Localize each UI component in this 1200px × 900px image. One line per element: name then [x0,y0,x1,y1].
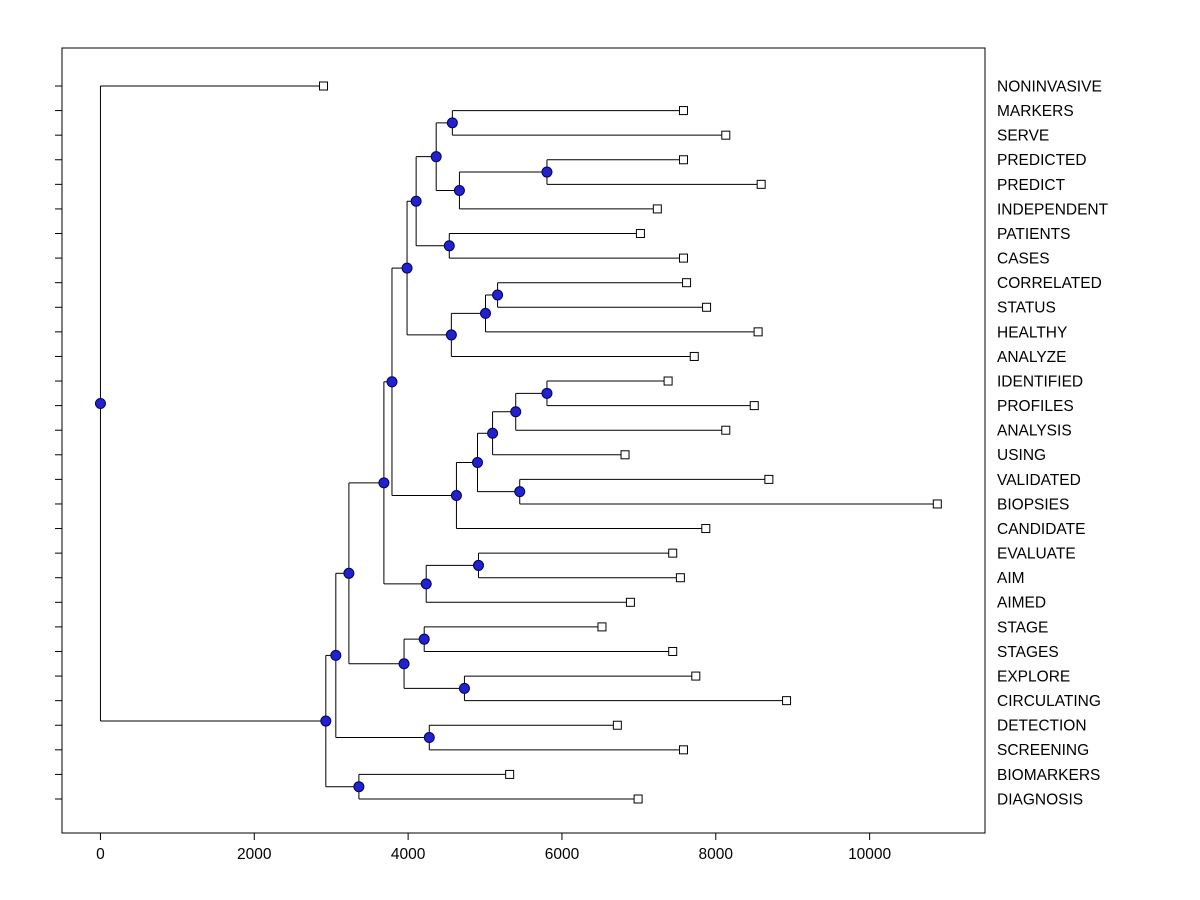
x-axis-tick-label: 4000 [391,846,426,863]
plot-box [61,47,986,834]
internal-node-marker [446,117,458,129]
leaf-label: SCREENING [997,742,1089,759]
leaf-marker [652,204,662,214]
internal-node-marker [541,387,553,399]
leaf-marker [597,622,607,632]
leaf-label: CANDIDATE [997,521,1085,538]
leaf-label: BIOMARKERS [997,767,1100,784]
leaf-label: AIM [997,570,1025,587]
internal-node-marker [410,195,422,207]
leaf-marker [668,646,678,656]
internal-node-marker [450,490,462,502]
leaf-marker [753,327,763,337]
leaf-label: CASES [997,251,1050,268]
internal-node-marker [487,427,499,439]
leaf-marker [678,745,688,755]
leaf-marker [691,671,701,681]
internal-node-marker [472,456,484,468]
leaf-marker [625,597,635,607]
internal-node-marker [480,307,492,319]
leaf-marker [675,573,685,583]
leaf-label: IDENTIFIED [997,373,1083,390]
leaf-label: EXPLORE [997,668,1070,685]
leaf-label: HEALTHY [997,324,1067,341]
internal-node-marker [398,658,410,670]
internal-node-marker [94,398,106,410]
leaf-label: PREDICT [997,177,1066,194]
internal-node-marker [514,486,526,498]
leaf-label: INDEPENDENT [997,201,1109,218]
internal-node-marker [492,289,504,301]
leaf-marker [678,155,688,165]
leaf-label: NONINVASIVE [997,78,1102,95]
leaf-marker [932,499,942,509]
internal-node-marker [423,732,435,744]
internal-node-marker [353,781,365,793]
x-axis-tick-label: 8000 [699,846,734,863]
leaf-marker [612,720,622,730]
x-axis-tick-label: 10000 [848,846,891,863]
leaf-label: DETECTION [997,718,1087,735]
leaf-label: PROFILES [997,398,1074,415]
leaf-label: ANALYZE [997,349,1067,366]
leaf-label: CIRCULATING [997,693,1101,710]
leaf-marker [721,425,731,435]
leaf-marker [668,548,678,558]
internal-node-marker [473,559,485,571]
internal-node-marker [430,151,442,163]
leaf-label: USING [997,447,1046,464]
leaf-marker [756,179,766,189]
leaf-marker [689,351,699,361]
leaf-marker [682,278,692,288]
leaf-label: EVALUATE [997,546,1076,563]
leaf-label: MARKERS [997,103,1074,120]
internal-node-marker [386,376,398,388]
internal-node-marker [320,715,332,727]
leaf-marker [749,401,759,411]
leaf-label: VALIDATED [997,472,1081,489]
leaf-marker [701,524,711,534]
leaf-marker [721,130,731,140]
x-axis-tick-label: 2000 [237,846,272,863]
internal-node-marker [418,633,430,645]
leaf-marker [620,450,630,460]
leaf-marker [663,376,673,386]
leaf-label: DIAGNOSIS [997,791,1083,808]
leaf-label: SERVE [997,128,1049,145]
leaf-label: PATIENTS [997,226,1071,243]
leaf-marker [764,474,774,484]
internal-node-marker [443,240,455,252]
leaf-label: ANALYSIS [997,423,1072,440]
leaf-label: CORRELATED [997,275,1102,292]
leaf-marker [635,229,645,239]
internal-node-marker [510,406,522,418]
internal-node-marker [330,649,342,661]
leaf-marker [678,106,688,116]
leaf-label: AIMED [997,595,1046,612]
x-axis-tick-label: 6000 [545,846,580,863]
internal-node-marker [453,184,465,196]
internal-node-marker [343,567,355,579]
leaf-marker [782,696,792,706]
leaf-marker [678,253,688,263]
x-axis-tick-label: 0 [96,846,105,863]
leaf-label: PREDICTED [997,152,1087,169]
leaf-label: STAGES [997,644,1059,661]
internal-node-marker [420,578,432,590]
leaf-marker [505,769,515,779]
leaf-marker [319,81,329,91]
leaf-marker [702,302,712,312]
internal-node-marker [458,682,470,694]
internal-node-marker [541,166,553,178]
leaf-marker [633,794,643,804]
internal-node-marker [378,477,390,489]
leaf-label: STAGE [997,619,1048,636]
internal-node-marker [401,262,413,274]
leaf-label: STATUS [997,300,1056,317]
internal-node-marker [445,329,457,341]
leaf-label: BIOPSIES [997,496,1069,513]
